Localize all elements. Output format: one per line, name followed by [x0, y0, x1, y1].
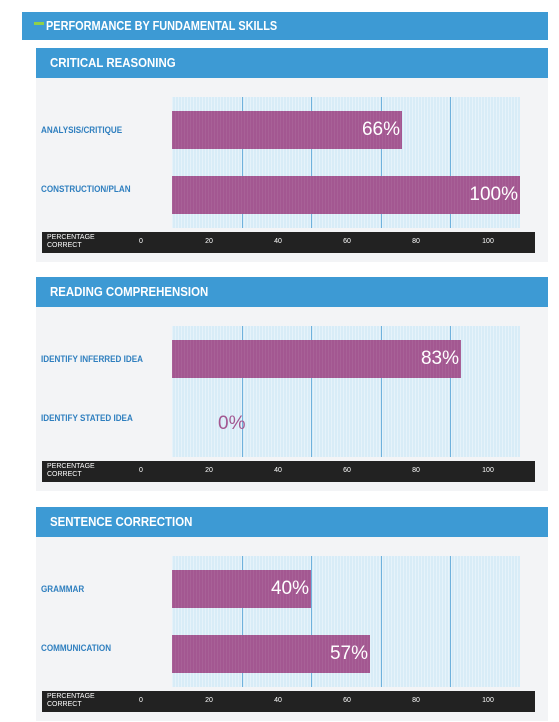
main-header: PERFORMANCE BY FUNDAMENTAL SKILLS — [22, 12, 548, 40]
category-label: IDENTIFY INFERRED IDEA — [41, 354, 144, 364]
gridline — [381, 326, 382, 457]
axis-title-line: CORRECT — [47, 242, 82, 249]
gridline — [242, 556, 243, 687]
x-tick-label: 0 — [139, 467, 143, 474]
gridline — [311, 556, 312, 687]
x-axis-title: PERCENTAGE CORRECT — [47, 693, 95, 709]
data-bar — [172, 570, 311, 608]
x-axis: PERCENTAGE CORRECT 0 20 40 60 80 100 — [42, 232, 535, 253]
gridline — [450, 556, 451, 687]
header-accent-mark — [34, 22, 44, 25]
x-axis: PERCENTAGE CORRECT 0 20 40 60 80 100 — [42, 691, 535, 712]
category-label: GRAMMAR — [41, 584, 85, 594]
page-title: PERFORMANCE BY FUNDAMENTAL SKILLS — [46, 18, 278, 33]
category-label: CONSTRUCTION/PLAN — [41, 184, 131, 194]
x-tick-label: 40 — [274, 467, 282, 474]
data-bar — [172, 176, 520, 214]
category-label: COMMUNICATION — [41, 643, 112, 653]
section-header: SENTENCE CORRECTION — [36, 507, 548, 537]
x-tick-label: 60 — [343, 697, 351, 704]
chart-section: CRITICAL REASONING 66% 100% ANALYSIS/CRITIQ… — [36, 48, 548, 262]
data-bar — [172, 635, 370, 673]
x-tick-label: 100 — [482, 467, 494, 474]
bar-value-label: 83% — [420, 348, 459, 369]
section-title: SENTENCE CORRECTION — [50, 514, 193, 529]
x-tick-label: 100 — [482, 697, 494, 704]
gridline — [381, 97, 382, 228]
x-tick-label: 0 — [139, 238, 143, 245]
plot-area: 66% 100% — [172, 97, 520, 228]
section-header: READING COMPREHENSION — [36, 277, 548, 307]
gridline — [381, 556, 382, 687]
gridline — [450, 97, 451, 228]
bar-value-label: 100% — [469, 184, 518, 205]
gridline — [242, 326, 243, 457]
x-tick-label: 40 — [274, 697, 282, 704]
x-tick-label: 60 — [343, 238, 351, 245]
data-bar — [172, 340, 461, 378]
bar-value-label: 57% — [329, 643, 368, 664]
gridline — [311, 326, 312, 457]
chart-section: READING COMPREHENSION 83% 0% IDENTIFY INFER… — [36, 277, 548, 491]
section-title: READING COMPREHENSION — [50, 284, 209, 299]
category-label: IDENTIFY STATED IDEA — [41, 413, 133, 423]
axis-title-line: CORRECT — [47, 701, 82, 708]
gridline — [242, 97, 243, 228]
data-bar — [172, 111, 402, 149]
x-tick-label: 80 — [412, 467, 420, 474]
gridline — [450, 326, 451, 457]
category-label: ANALYSIS/CRITIQUE — [41, 125, 123, 135]
x-tick-label: 20 — [205, 697, 213, 704]
x-tick-label: 100 — [482, 238, 494, 245]
section-header: CRITICAL REASONING — [36, 48, 548, 78]
x-tick-label: 40 — [274, 238, 282, 245]
x-tick-label: 20 — [205, 467, 213, 474]
chart-section: SENTENCE CORRECTION 40% 57% GRAMMAR COMMUNIC… — [36, 507, 548, 721]
x-tick-label: 20 — [205, 238, 213, 245]
axis-title-line: CORRECT — [47, 471, 82, 478]
bar-value-label: 66% — [361, 119, 400, 140]
gridline — [311, 97, 312, 228]
axis-title-line: PERCENTAGE — [47, 693, 95, 700]
x-axis-title: PERCENTAGE CORRECT — [47, 463, 95, 479]
x-axis-title: PERCENTAGE CORRECT — [47, 234, 95, 250]
bar-value-label: 0% — [218, 413, 246, 434]
plot-area: 40% 57% — [172, 556, 520, 687]
x-tick-label: 60 — [343, 467, 351, 474]
axis-title-line: PERCENTAGE — [47, 234, 95, 241]
x-tick-label: 0 — [139, 697, 143, 704]
x-tick-label: 80 — [412, 238, 420, 245]
x-tick-label: 80 — [412, 697, 420, 704]
x-axis: PERCENTAGE CORRECT 0 20 40 60 80 100 — [42, 461, 535, 482]
section-title: CRITICAL REASONING — [50, 55, 176, 70]
bar-value-label: 40% — [270, 578, 309, 599]
plot-area: 83% 0% — [172, 326, 520, 457]
axis-title-line: PERCENTAGE — [47, 463, 95, 470]
